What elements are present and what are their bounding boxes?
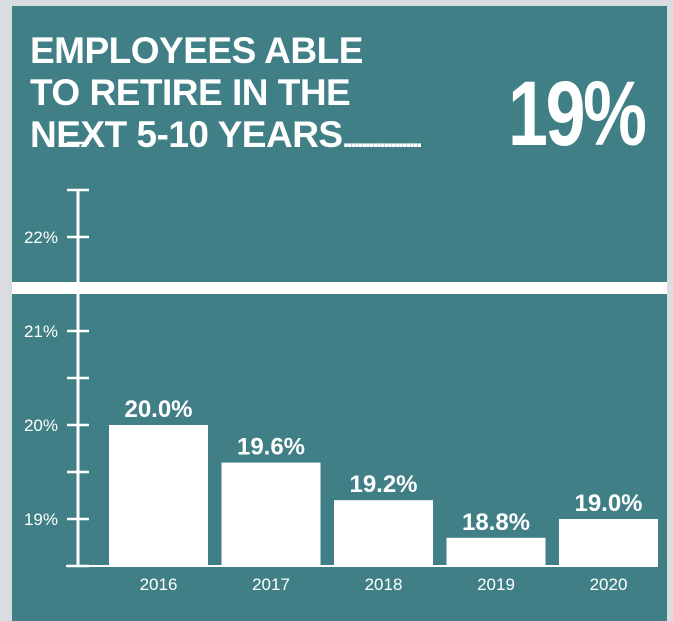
y-tick-label: 20% [24, 416, 58, 435]
bar-data-label: 18.8% [462, 509, 530, 536]
x-tick-label: 2018 [365, 575, 403, 594]
x-tick-label: 2020 [590, 575, 628, 594]
y-tick-label: 22% [24, 228, 58, 247]
x-tick-label: 2017 [252, 575, 290, 594]
bar-data-label: 19.0% [574, 490, 642, 517]
title-line-3-text: NEXT 5-10 YEARS [30, 114, 343, 155]
bar-data-label: 20.0% [124, 396, 192, 423]
bar-2019 [446, 537, 546, 566]
y-tick-label: 19% [24, 510, 58, 529]
bar-data-label: 19.2% [349, 471, 417, 498]
header-panel [12, 6, 667, 282]
chart-title: EMPLOYEES ABLE TO RETIRE IN THE NEXT 5-1… [30, 30, 423, 161]
bar-2020 [559, 519, 658, 566]
x-tick-label: 2016 [140, 575, 178, 594]
bar-2016 [109, 425, 208, 566]
x-tick-label: 2019 [477, 575, 515, 594]
title-line-2: TO RETIRE IN THE [30, 72, 351, 113]
title-leader-dots: ..................... [342, 126, 423, 153]
bar-2018 [334, 500, 433, 566]
title-line-3: NEXT 5-10 YEARS..................... [30, 114, 423, 161]
y-tick-label: 21% [24, 322, 58, 341]
panel-gap [12, 282, 667, 294]
bar-data-label: 19.6% [237, 434, 305, 461]
title-line-1: EMPLOYEES ABLE [30, 30, 363, 71]
headline-stat: 19% [508, 63, 647, 165]
bar-2017 [221, 462, 321, 566]
